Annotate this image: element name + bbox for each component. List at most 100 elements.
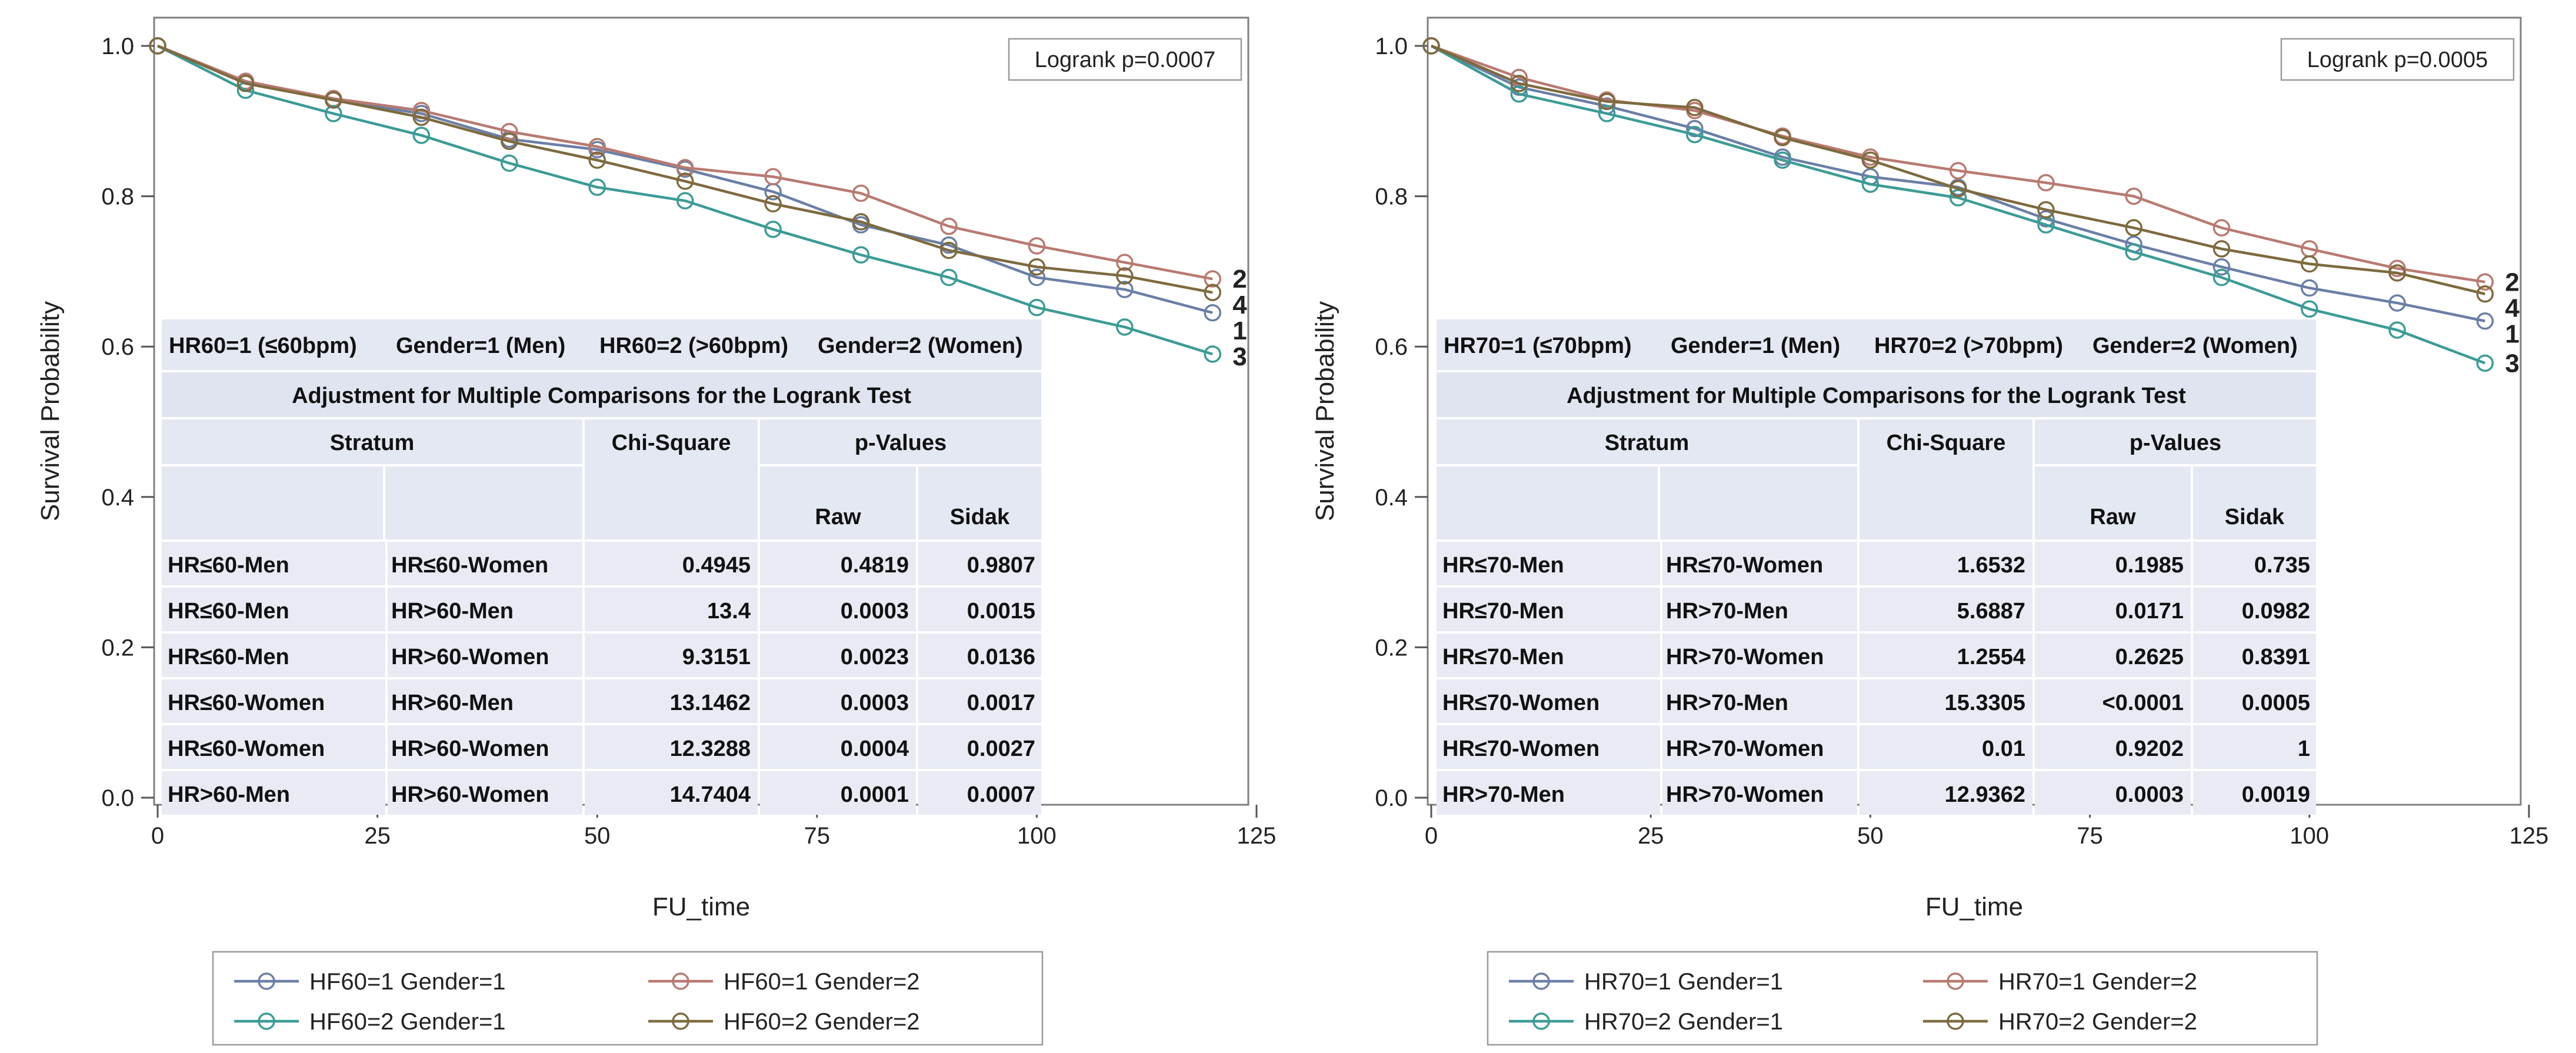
cell-chi-square: 5.6887 — [1957, 599, 2025, 624]
data-point-series-4 — [2388, 264, 2406, 282]
data-point-series-3 — [1774, 151, 1791, 169]
cell-stratum-a: HR≤60-Women — [168, 691, 325, 715]
legend-swatch-marker — [672, 1012, 689, 1030]
data-point-series-4 — [1686, 99, 1704, 116]
table-cell-bg — [2193, 634, 2316, 677]
table-cell-bg — [1437, 542, 1660, 585]
table-cell-bg — [162, 725, 385, 769]
data-point-series-2 — [2388, 259, 2406, 278]
cell-stratum-b: HR>60-Men — [391, 599, 514, 624]
col-header-stratum: Stratum — [330, 431, 415, 455]
comparison-table: HR70=1 (≤70bpm) Gender=1 (Men) HR70=2 (>70… — [1437, 319, 2316, 815]
data-point-series-3 — [676, 192, 694, 210]
col-header-bg — [1437, 466, 1658, 539]
cell-p-raw: 0.0023 — [841, 645, 909, 669]
col-header-bg — [2035, 466, 2191, 539]
y-tick-label: 0.4 — [101, 485, 134, 511]
series-end-label: 4 — [2505, 294, 2520, 322]
data-point-series-4 — [236, 75, 255, 92]
table-cell-bg — [918, 588, 1041, 631]
cell-chi-square: 1.2554 — [1957, 645, 2025, 669]
table-row: HR≤70-Men HR≤70-Women 1.6532 0.1985 0.735 — [1437, 542, 2316, 585]
x-tick-label: 100 — [2290, 823, 2329, 849]
series-line-2 — [1431, 44, 2485, 284]
y-tick-label: 0.8 — [101, 184, 134, 210]
cell-chi-square: 12.9362 — [1945, 782, 2025, 807]
y-tick-label: 0.2 — [1375, 635, 1408, 661]
cell-stratum-b: HR≤60-Women — [391, 553, 548, 578]
table-cell-bg — [2193, 588, 2316, 631]
table-cell-bg — [2193, 771, 2316, 815]
table-group-header-cell: Gender=1 (Men) — [396, 334, 565, 358]
table-cell-bg — [1437, 725, 1660, 769]
table-cell-bg — [585, 771, 758, 815]
cell-stratum-a: HR≤70-Men — [1442, 553, 1564, 578]
cell-p-sidak: 0.0982 — [2242, 599, 2310, 624]
legend-entry: HR70=1 Gender=1 — [1584, 969, 1783, 995]
data-point-series-1 — [940, 236, 958, 254]
data-point-series-4 — [2037, 201, 2055, 219]
table-cell-bg — [760, 542, 916, 585]
table-cell-bg — [388, 542, 582, 585]
table-cell-bg — [1859, 679, 2032, 723]
table-group-header-cell: HR70=2 (>70bpm) — [1874, 334, 2063, 358]
data-point-series-3 — [2301, 300, 2318, 318]
data-point-series-1 — [1686, 119, 1704, 138]
col-header-bg — [385, 466, 582, 539]
table-cell-bg — [388, 588, 582, 631]
data-point-series-1 — [1204, 304, 1222, 322]
y-tick-label: 1.0 — [101, 34, 134, 59]
legend-box — [212, 951, 1044, 1046]
data-point-series-4 — [1116, 267, 1134, 285]
cell-stratum-b: HR>60-Women — [391, 782, 549, 807]
table-cell-bg — [760, 634, 916, 677]
data-point-series-4 — [501, 132, 518, 151]
col-header-bg — [1660, 466, 1857, 539]
col-header-p-values: p-Values — [855, 431, 947, 455]
data-point-series-4 — [1204, 284, 1222, 301]
col-header-sidak: Sidak — [2225, 505, 2285, 529]
table-cell-bg — [388, 679, 582, 723]
series-line-1 — [1431, 44, 2485, 322]
legend-entry: HF60=2 Gender=1 — [309, 1009, 506, 1035]
data-point-series-4 — [1861, 151, 1879, 169]
col-header-bg — [2035, 419, 2316, 464]
data-point-series-4 — [2301, 255, 2318, 273]
table-cell-bg — [162, 542, 385, 585]
table-cell-bg — [1662, 771, 1857, 815]
cell-p-raw: 0.0003 — [2115, 782, 2184, 807]
data-point-series-1 — [2476, 312, 2494, 330]
table-cell-bg — [918, 679, 1041, 723]
table-cell-bg — [1859, 542, 2032, 585]
data-point-series-3 — [2388, 321, 2406, 339]
y-tick-label: 1.0 — [1375, 34, 1408, 59]
table-group-header-bg — [162, 319, 1041, 370]
data-point-series-2 — [2125, 187, 2142, 205]
table-group-header-cell: HR70=1 (≤70bpm) — [1444, 334, 1632, 358]
y-tick-label: 0.4 — [1375, 485, 1408, 511]
col-header-raw: Raw — [2090, 505, 2136, 529]
data-point-series-2 — [2212, 219, 2231, 237]
legend-entry: HF60=1 Gender=1 — [309, 969, 506, 995]
cell-stratum-b: HR>60-Women — [391, 645, 549, 669]
cell-p-sidak: 0.0005 — [2242, 691, 2310, 715]
col-header-p-values: p-Values — [2130, 431, 2221, 455]
table-group-header-cell: HR60=2 (>60bpm) — [599, 334, 788, 358]
cell-chi-square: 0.01 — [1982, 737, 2025, 761]
cell-chi-square: 14.7404 — [670, 782, 751, 807]
cell-stratum-b: HR>60-Women — [391, 737, 549, 761]
table-cell-bg — [162, 771, 385, 815]
col-header-bg — [162, 466, 383, 539]
cell-stratum-a: HR≤60-Men — [168, 599, 289, 624]
x-tick-label: 125 — [1237, 823, 1277, 849]
data-point-series-1 — [2212, 258, 2231, 276]
table-row: HR≤70-Men HR>70-Men 5.6887 0.0171 0.0982 — [1437, 588, 2316, 631]
table-cell-bg — [2035, 679, 2191, 723]
data-point-series-2 — [2037, 174, 2055, 192]
data-point-series-4 — [852, 213, 870, 231]
table-cell-bg — [2193, 679, 2316, 723]
y-tick-label: 0.2 — [101, 635, 134, 661]
col-header-bg — [162, 419, 582, 464]
legend-swatch-marker — [258, 1012, 275, 1030]
